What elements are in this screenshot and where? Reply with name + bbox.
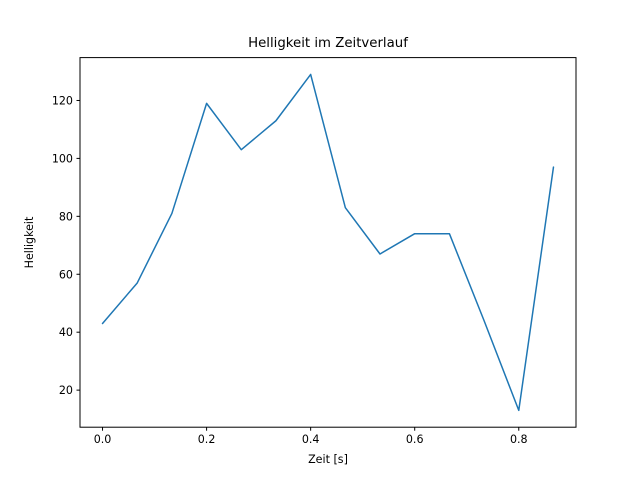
- plot-layer: 0.0 0.2 0.4 0.6 0.8 20 40 60 80 100 120: [52, 57, 577, 446]
- y-tick-label: 120: [52, 94, 73, 107]
- y-tick-label: 20: [59, 384, 73, 397]
- x-tick-label: 0.4: [302, 433, 320, 446]
- y-tick-label: 100: [52, 152, 73, 165]
- y-tick-label: 40: [59, 326, 73, 339]
- y-tick-label: 60: [59, 268, 73, 281]
- x-tick-label: 0.0: [94, 433, 112, 446]
- y-tick-label: 80: [59, 210, 73, 223]
- y-axis-label: Helligkeit: [23, 216, 36, 268]
- x-axis-label: Zeit [s]: [308, 453, 348, 466]
- x-tick-label: 0.6: [406, 433, 424, 446]
- chart-title: Helligkeit im Zeitverlauf: [248, 36, 408, 51]
- x-tick-label: 0.8: [510, 433, 528, 446]
- x-tick-label: 0.2: [198, 433, 216, 446]
- plot-border: [79, 57, 577, 428]
- data-line: [101, 73, 555, 412]
